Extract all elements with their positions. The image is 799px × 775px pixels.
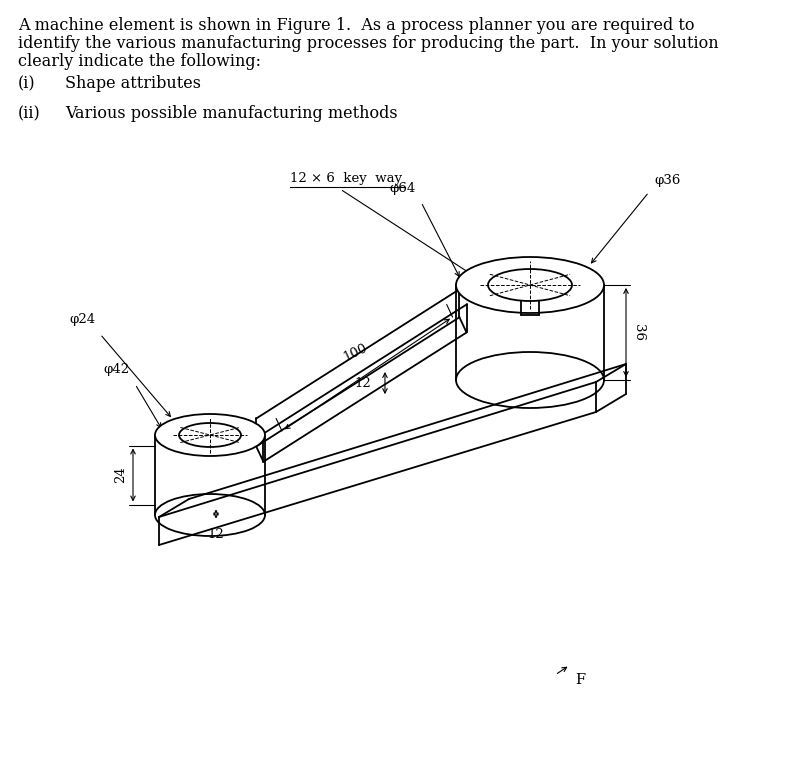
Text: φ24: φ24: [69, 313, 95, 326]
Ellipse shape: [456, 257, 604, 313]
Text: Various possible manufacturing methods: Various possible manufacturing methods: [65, 105, 398, 122]
Text: (ii): (ii): [18, 105, 41, 122]
Ellipse shape: [488, 269, 572, 301]
Text: Shape attributes: Shape attributes: [65, 75, 201, 92]
Ellipse shape: [155, 414, 265, 456]
Text: identify the various manufacturing processes for producing the part.  In your so: identify the various manufacturing proce…: [18, 35, 718, 52]
Text: (i): (i): [18, 75, 36, 92]
Text: 12: 12: [354, 377, 371, 390]
Text: F: F: [575, 673, 585, 687]
Text: A machine element is shown in Figure 1.  As a process planner you are required t: A machine element is shown in Figure 1. …: [18, 17, 694, 34]
Ellipse shape: [155, 494, 265, 536]
Ellipse shape: [179, 423, 241, 447]
Ellipse shape: [456, 352, 604, 408]
Text: 100: 100: [341, 342, 369, 364]
Text: φ36: φ36: [654, 174, 681, 187]
Text: 12: 12: [208, 529, 225, 542]
Text: 12 × 6  key  way: 12 × 6 key way: [290, 172, 402, 185]
Text: 24: 24: [114, 467, 127, 484]
Text: φ42: φ42: [104, 363, 130, 376]
Text: φ64: φ64: [390, 182, 416, 195]
Text: 36: 36: [632, 324, 645, 341]
Text: clearly indicate the following:: clearly indicate the following:: [18, 53, 261, 70]
